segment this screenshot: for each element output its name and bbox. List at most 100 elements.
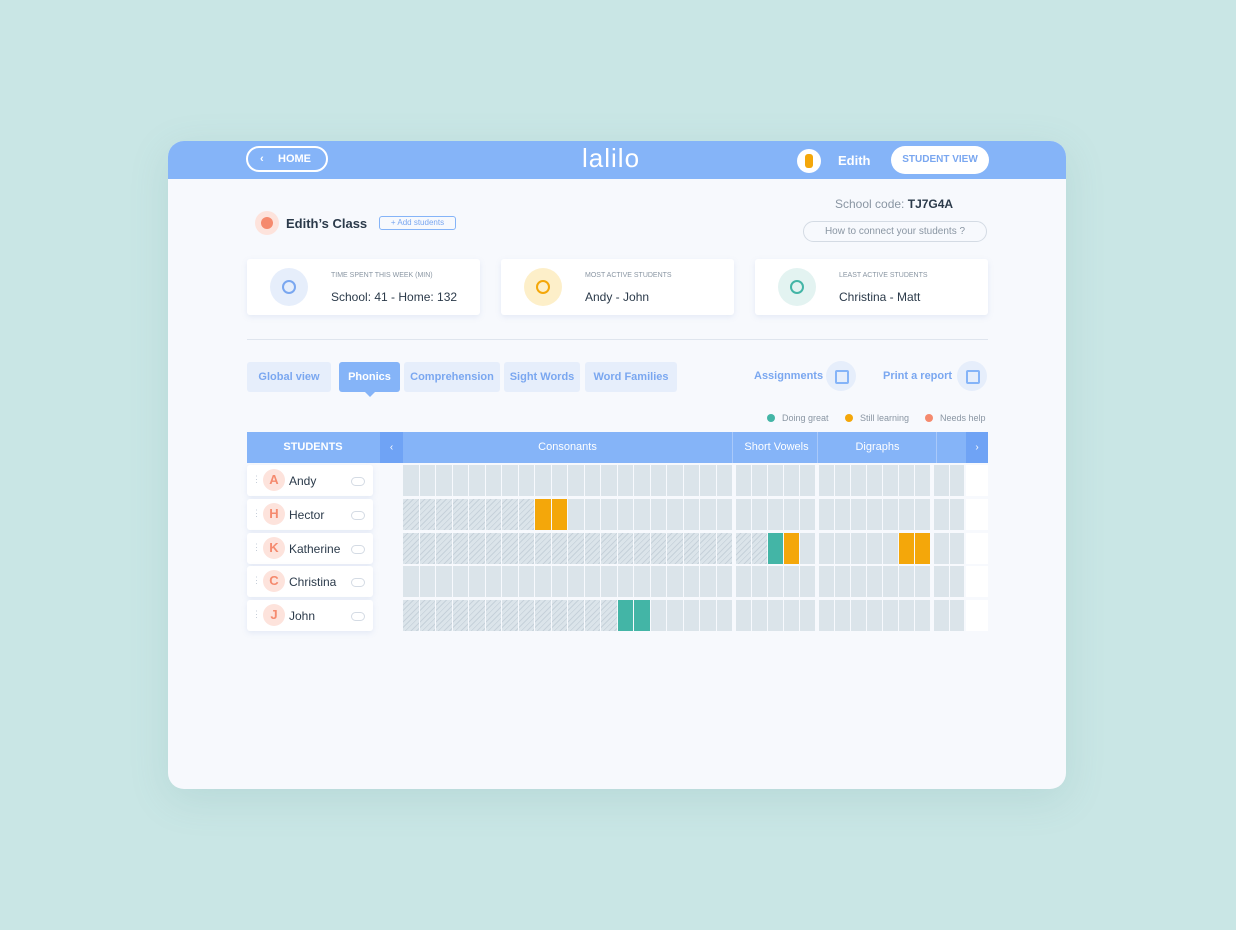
progress-cell [584, 532, 600, 564]
progress-cell [502, 498, 518, 530]
stat-value: Christina - Matt [839, 290, 921, 304]
progress-cell [934, 600, 949, 632]
school-code: School code: TJ7G4A [835, 197, 953, 211]
dashboard-card: ‹ HOME lalilo Edith STUDENT VIEW School … [168, 141, 1066, 789]
progress-cell [700, 498, 716, 530]
progress-cell [683, 532, 699, 564]
progress-cell [819, 566, 834, 598]
progress-cell [535, 532, 551, 564]
progress-cell [899, 498, 914, 530]
progress-cell [851, 600, 866, 632]
progress-cell [700, 532, 716, 564]
group-header: Digraphs [819, 432, 937, 463]
progress-cell [736, 465, 751, 496]
progress-cell [601, 566, 617, 598]
progress-cell [915, 532, 930, 564]
progress-cell [469, 498, 485, 530]
end-cell [966, 566, 988, 598]
progress-cell [752, 465, 767, 496]
logo: lalilo [582, 143, 641, 173]
progress-cell [835, 532, 850, 564]
progress-cell [915, 465, 930, 496]
students-header: STUDENTS [283, 441, 343, 453]
progress-cell [934, 465, 949, 496]
progress-cell [502, 532, 518, 564]
progress-cell [535, 600, 551, 632]
progress-cell [800, 465, 815, 496]
drag-handle: ⋮ [252, 507, 261, 518]
progress-cell [949, 566, 964, 598]
progress-cell [784, 600, 799, 632]
progress-cell [736, 532, 751, 564]
progress-cell [502, 566, 518, 598]
end-cell [966, 498, 988, 530]
progress-cell [768, 498, 783, 530]
progress-cell [683, 566, 699, 598]
add-students-button[interactable]: + Add students [379, 216, 456, 230]
progress-cell [436, 498, 452, 530]
stat-icon [524, 268, 562, 306]
progress-cell [485, 566, 501, 598]
student-avatar: A [263, 469, 285, 491]
progress-cell [883, 600, 898, 632]
progress-cell [784, 498, 799, 530]
progress-cell [518, 498, 534, 530]
tab[interactable]: Comprehension [404, 362, 500, 392]
tab[interactable]: Global view [247, 362, 331, 392]
stat-value: School: 41 - Home: 132 [331, 290, 458, 304]
tab[interactable]: Sight Words [504, 362, 580, 392]
progress-cell [419, 532, 435, 564]
progress-cell [800, 498, 815, 530]
action-link[interactable]: Assignments [754, 370, 824, 382]
progress-cell [700, 600, 716, 632]
view-icon[interactable] [351, 510, 365, 520]
home-button[interactable]: ‹ HOME [246, 146, 328, 172]
progress-cell [551, 498, 567, 530]
action-icon[interactable] [957, 361, 987, 391]
progress-cell [650, 465, 666, 496]
progress-cell [650, 498, 666, 530]
stat-label: MOST ACTIVE STUDENTS [585, 272, 672, 279]
student-name: John [289, 609, 316, 624]
progress-cell [736, 498, 751, 530]
progress-cell [535, 465, 551, 496]
tab[interactable]: Word Families [585, 362, 677, 392]
progress-cell [752, 532, 767, 564]
end-cell [966, 465, 988, 496]
view-icon[interactable] [351, 477, 365, 486]
view-icon[interactable] [351, 612, 365, 622]
student-avatar: C [263, 570, 285, 593]
tab[interactable]: Phonics [339, 362, 400, 392]
action-icon[interactable] [826, 361, 856, 391]
progress-cell [915, 566, 930, 598]
action-link[interactable]: Print a report [883, 370, 953, 382]
progress-cell [403, 498, 419, 530]
progress-cell [934, 532, 949, 564]
progress-cell [419, 465, 435, 496]
progress-cell [752, 566, 767, 598]
progress-cell [568, 465, 584, 496]
connect-button[interactable]: How to connect your students ? [803, 221, 987, 242]
progress-cell [683, 465, 699, 496]
student-name: Hector [289, 507, 325, 522]
progress-cell [851, 465, 866, 496]
progress-cell [683, 498, 699, 530]
view-icon[interactable] [351, 544, 365, 554]
progress-cell [949, 600, 964, 632]
progress-cell [819, 600, 834, 632]
scroll-right[interactable]: › [966, 432, 988, 463]
progress-cell [403, 566, 419, 598]
progress-cell [835, 600, 850, 632]
view-icon[interactable] [351, 578, 365, 588]
stat-value: Andy - John [585, 290, 650, 304]
student-view-button[interactable]: STUDENT VIEW [891, 146, 989, 174]
progress-cell [485, 498, 501, 530]
legend-dot [845, 414, 853, 422]
progress-cell [452, 600, 468, 632]
progress-cell [535, 498, 551, 530]
progress-cell [502, 600, 518, 632]
progress-cell [867, 566, 882, 598]
progress-cell [667, 498, 683, 530]
chevron: ‹ [260, 153, 264, 165]
scroll-left[interactable]: ‹ [380, 432, 403, 463]
